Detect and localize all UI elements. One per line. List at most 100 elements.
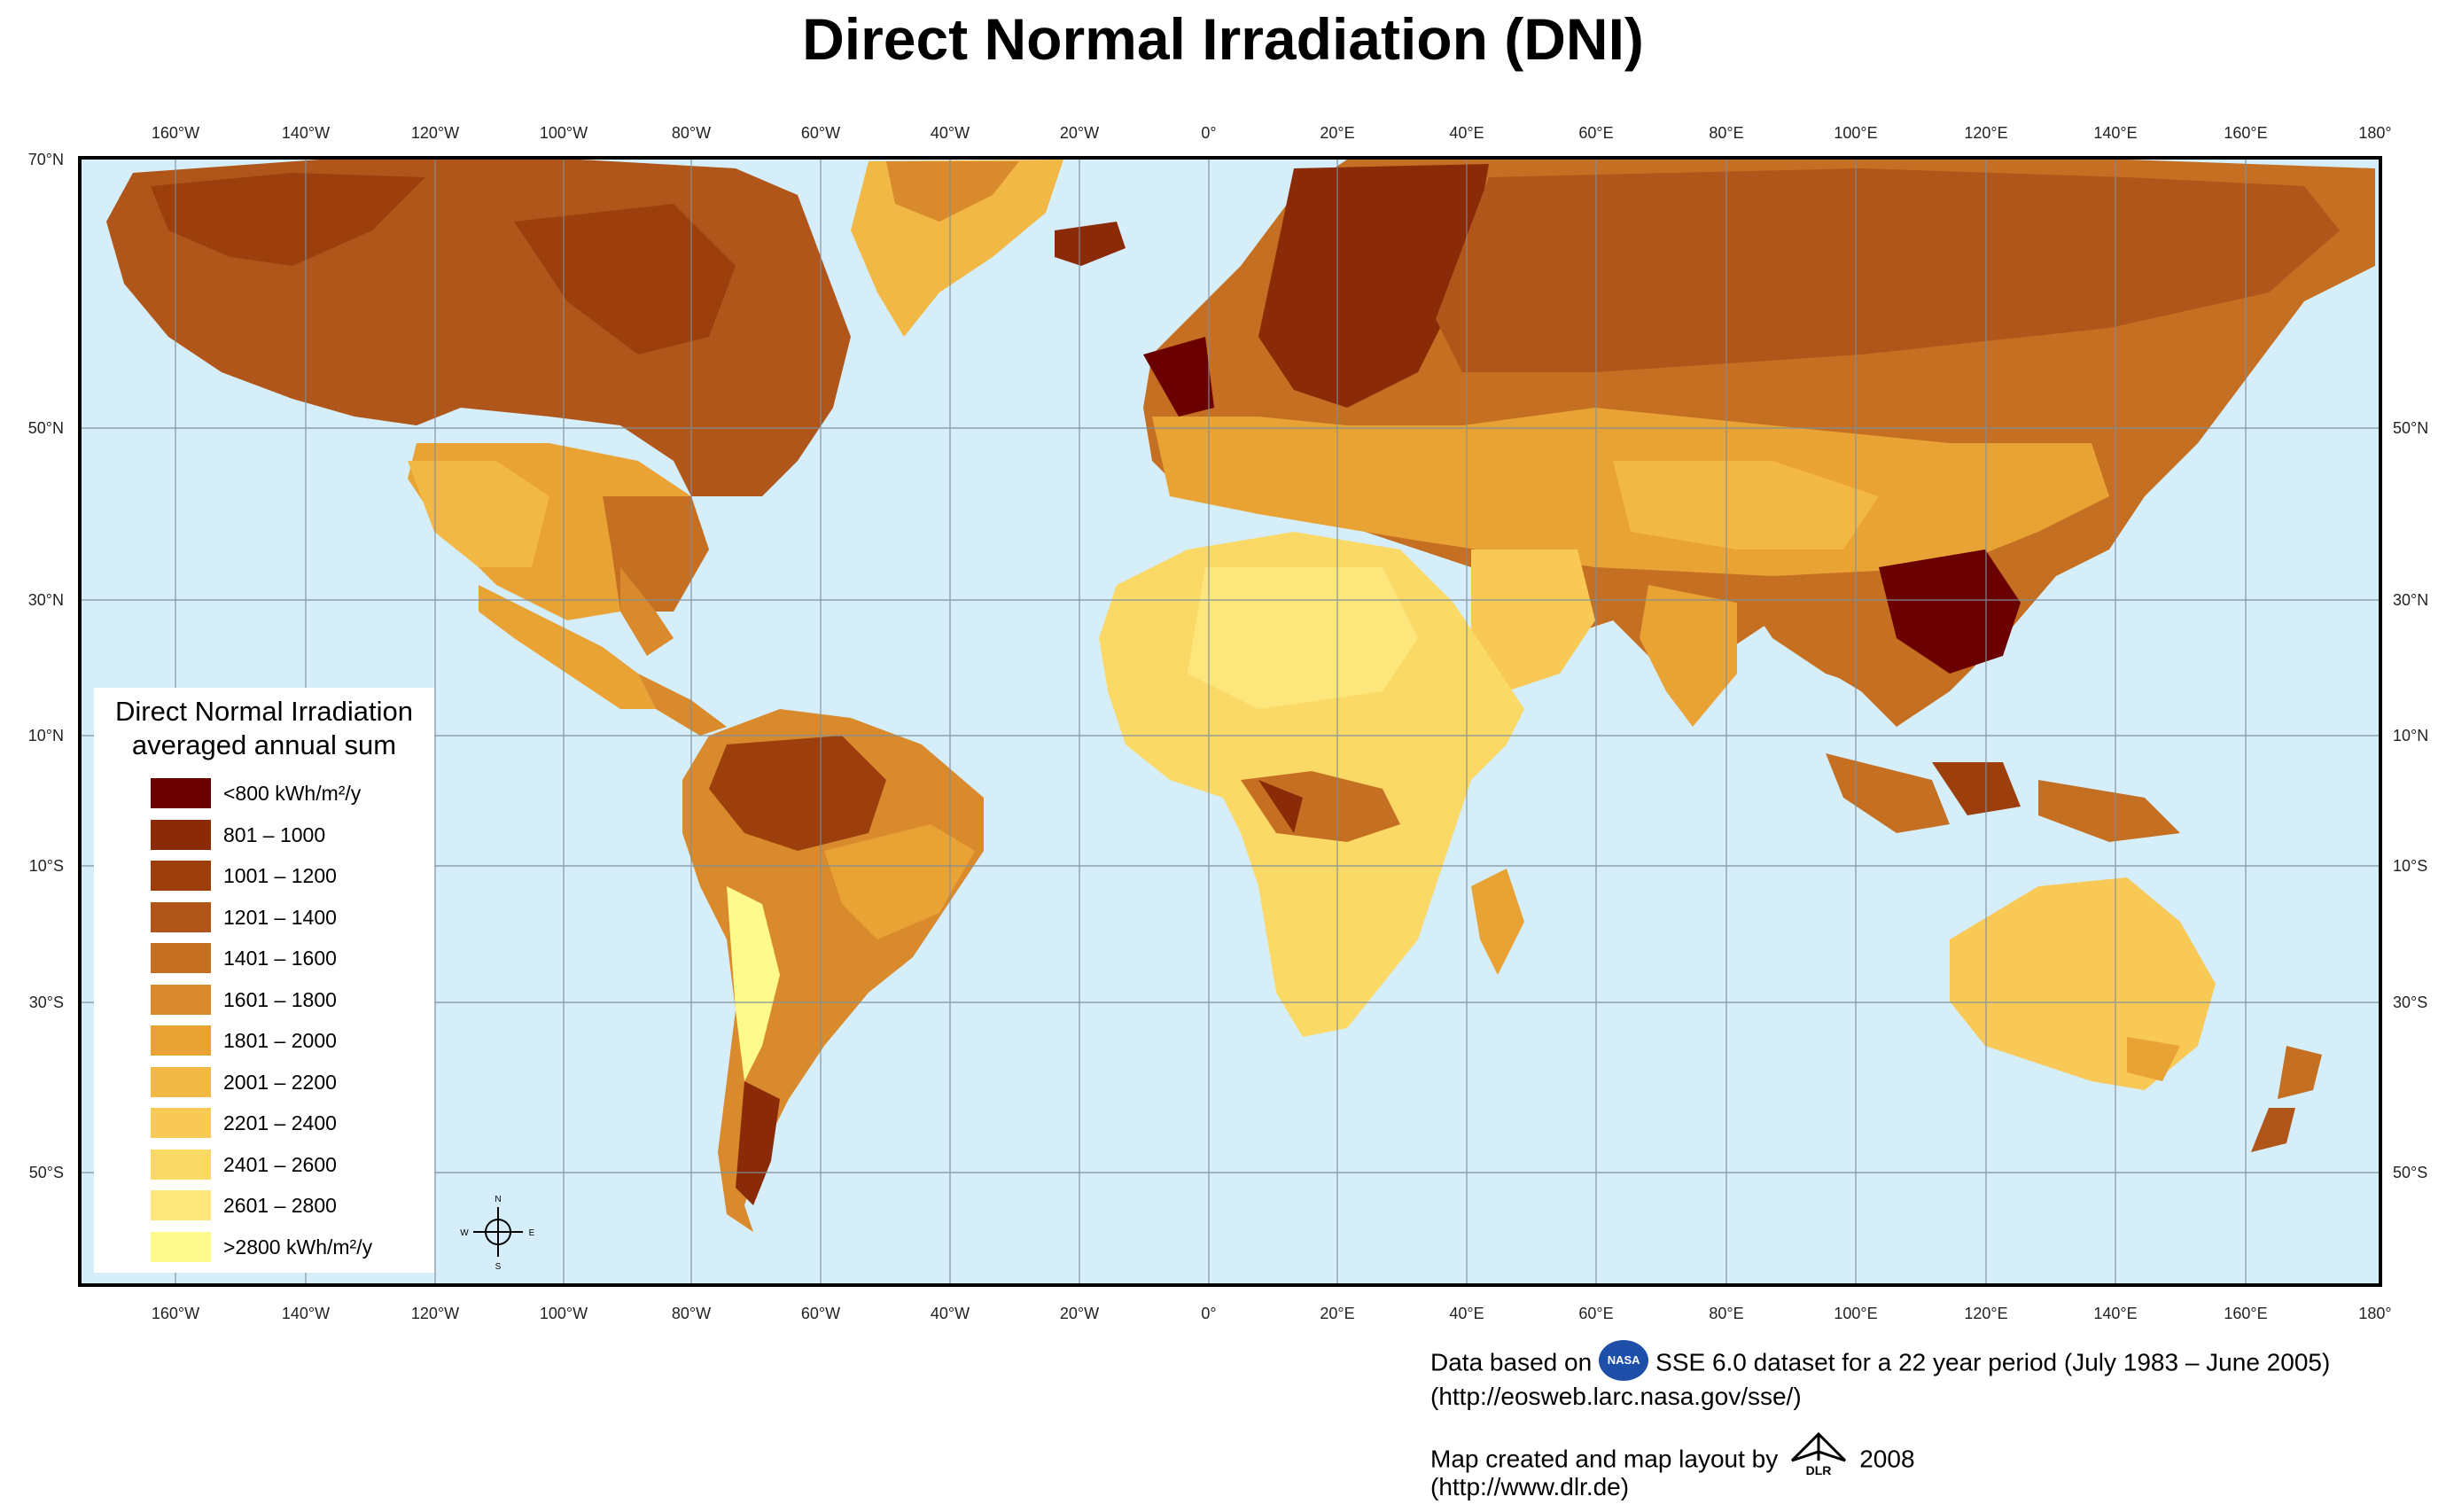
compass-n: N	[495, 1195, 501, 1204]
legend-swatch	[151, 1231, 211, 1262]
lon-labels-bottom: 160°W 140°W 120°W 100°W 80°W 60°W 40°W 2…	[152, 1305, 2392, 1322]
lon-label: 120°W	[411, 1305, 459, 1322]
lon-label: 60°E	[1578, 1305, 1613, 1322]
lon-label: 80°W	[672, 1305, 711, 1322]
lon-label: 180°	[2358, 1305, 2391, 1322]
legend-title-line1: Direct Normal Irradiation	[115, 696, 413, 727]
lon-label: 120°W	[411, 124, 459, 142]
lon-label: 40°W	[931, 124, 970, 142]
legend-swatch	[151, 984, 211, 1015]
lon-label: 80°E	[1709, 124, 1743, 142]
legend: Direct Normal Irradiation averaged annua…	[94, 688, 434, 1273]
compass-s: S	[495, 1262, 502, 1272]
lat-label: 50°S	[2393, 1164, 2427, 1181]
lat-label: 70°N	[28, 151, 64, 168]
legend-row: 1801 – 2000	[151, 1025, 425, 1056]
lon-label: 40°E	[1449, 124, 1484, 142]
lat-label: 30°S	[2393, 994, 2427, 1011]
legend-row: 2001 – 2200	[151, 1066, 425, 1097]
lon-label: 0°	[1201, 124, 1216, 142]
legend-row: >2800 kWh/m²/y	[151, 1231, 425, 1262]
dlr-logo-text: DLR	[1806, 1463, 1832, 1477]
legend-swatch	[151, 1149, 211, 1180]
lon-label: 160°E	[2224, 1305, 2267, 1322]
lon-label: 80°E	[1709, 1305, 1743, 1322]
lon-label: 80°W	[672, 124, 711, 142]
legend-title-line2: averaged annual sum	[131, 729, 397, 760]
legend-swatch	[151, 778, 211, 808]
australia-landmass	[1950, 877, 2216, 1090]
credits-line-1: Data based on NASA SSE 6.0 dataset for a 2…	[1430, 1340, 2331, 1381]
legend-label: 2001 – 2200	[223, 1070, 337, 1094]
legend-swatch	[151, 1066, 211, 1097]
map-frame	[78, 156, 2382, 1287]
compass-rose-icon: N S E W	[460, 1195, 534, 1272]
credits-map-created-by: Map created and map layout by	[1430, 1445, 1779, 1473]
legend-row: 1201 – 1400	[151, 901, 425, 932]
lon-label: 20°W	[1060, 1305, 1099, 1322]
legend-label: 1201 – 1400	[223, 905, 337, 929]
credits-line-2: (http://eosweb.larc.nasa.gov/sse/)	[1430, 1383, 1802, 1410]
legend-swatch	[151, 819, 211, 850]
lon-label: 20°E	[1320, 1305, 1354, 1322]
legend-row: 1001 – 1200	[151, 861, 425, 891]
map-title: Direct Normal Irradiation (DNI)	[802, 6, 1644, 72]
lon-label: 100°E	[1834, 1305, 1877, 1322]
lon-label: 0°	[1201, 1305, 1216, 1322]
compass-w: W	[460, 1228, 469, 1238]
legend-row: 2601 – 2800	[151, 1190, 425, 1220]
legend-label: 1801 – 2000	[223, 1029, 337, 1052]
lat-label: 30°S	[29, 994, 64, 1011]
lon-label: 20°W	[1060, 124, 1099, 142]
lon-label: 40°W	[931, 1305, 970, 1322]
credits-data-based-on: Data based on	[1430, 1348, 1593, 1376]
legend-label: 1401 – 1600	[223, 947, 337, 970]
credits-line-4: (http://www.dlr.de)	[1430, 1473, 1630, 1500]
credits: Data based on NASA SSE 6.0 dataset for a 2…	[1430, 1340, 2331, 1505]
lon-label: 140°W	[282, 1305, 330, 1322]
legend-swatch	[151, 1108, 211, 1138]
lat-label: 30°N	[28, 591, 64, 609]
legend-row: 2201 – 2400	[151, 1108, 425, 1138]
legend-row: 1401 – 1600	[151, 943, 425, 973]
legend-label: 2401 – 2600	[223, 1152, 337, 1176]
lon-label: 100°W	[540, 124, 588, 142]
legend-label: 1601 – 1800	[223, 987, 337, 1011]
lon-label: 100°W	[540, 1305, 588, 1322]
lon-labels-top: 160°W 140°W 120°W 100°W 80°W 60°W 40°W 2…	[152, 124, 2392, 142]
legend-label: >2800 kWh/m²/y	[223, 1235, 373, 1259]
lon-label: 140°E	[2093, 1305, 2137, 1322]
legend-row: 2401 – 2600	[151, 1149, 425, 1180]
legend-label: 2601 – 2800	[223, 1194, 337, 1217]
credits-dataset: SSE 6.0 dataset for a 22 year period (Ju…	[1655, 1348, 2331, 1376]
legend-swatch	[151, 943, 211, 973]
lat-labels-left: 70°N 50°N 30°N 10°N 10°S 30°S 50°S	[28, 151, 64, 1181]
legend-row: <800 kWh/m²/y	[151, 778, 425, 808]
legend-title: Direct Normal Irradiation averaged annua…	[94, 688, 434, 762]
lon-label: 160°W	[152, 124, 199, 142]
credits-year: 2008	[1859, 1445, 1915, 1473]
legend-label: <800 kWh/m²/y	[223, 782, 362, 805]
compass-e: E	[529, 1228, 535, 1238]
lat-label: 50°N	[28, 419, 64, 437]
lon-label: 120°E	[1964, 124, 2007, 142]
legend-row: 1601 – 1800	[151, 984, 425, 1015]
lat-label: 30°N	[2393, 591, 2428, 609]
legend-swatch	[151, 1025, 211, 1056]
new-zealand-landmass	[2251, 1046, 2322, 1152]
lat-label: 10°N	[2393, 727, 2428, 744]
legend-swatch	[151, 1190, 211, 1220]
lon-label: 160°W	[152, 1305, 199, 1322]
lat-label: 10°N	[28, 727, 64, 744]
south-america-landmass	[682, 709, 984, 1232]
dlr-logo-icon: DLR	[1791, 1431, 1847, 1477]
legend-label: 1001 – 1200	[223, 864, 337, 887]
eurasia-landmass	[1143, 160, 2375, 727]
southeast-asia-islands	[1826, 753, 2180, 842]
nasa-logo-icon: NASA	[1599, 1340, 1649, 1381]
lon-label: 140°W	[282, 124, 330, 142]
lon-label: 100°E	[1834, 124, 1877, 142]
lon-label: 60°E	[1578, 124, 1613, 142]
legend-label: 801 – 1000	[223, 822, 326, 846]
